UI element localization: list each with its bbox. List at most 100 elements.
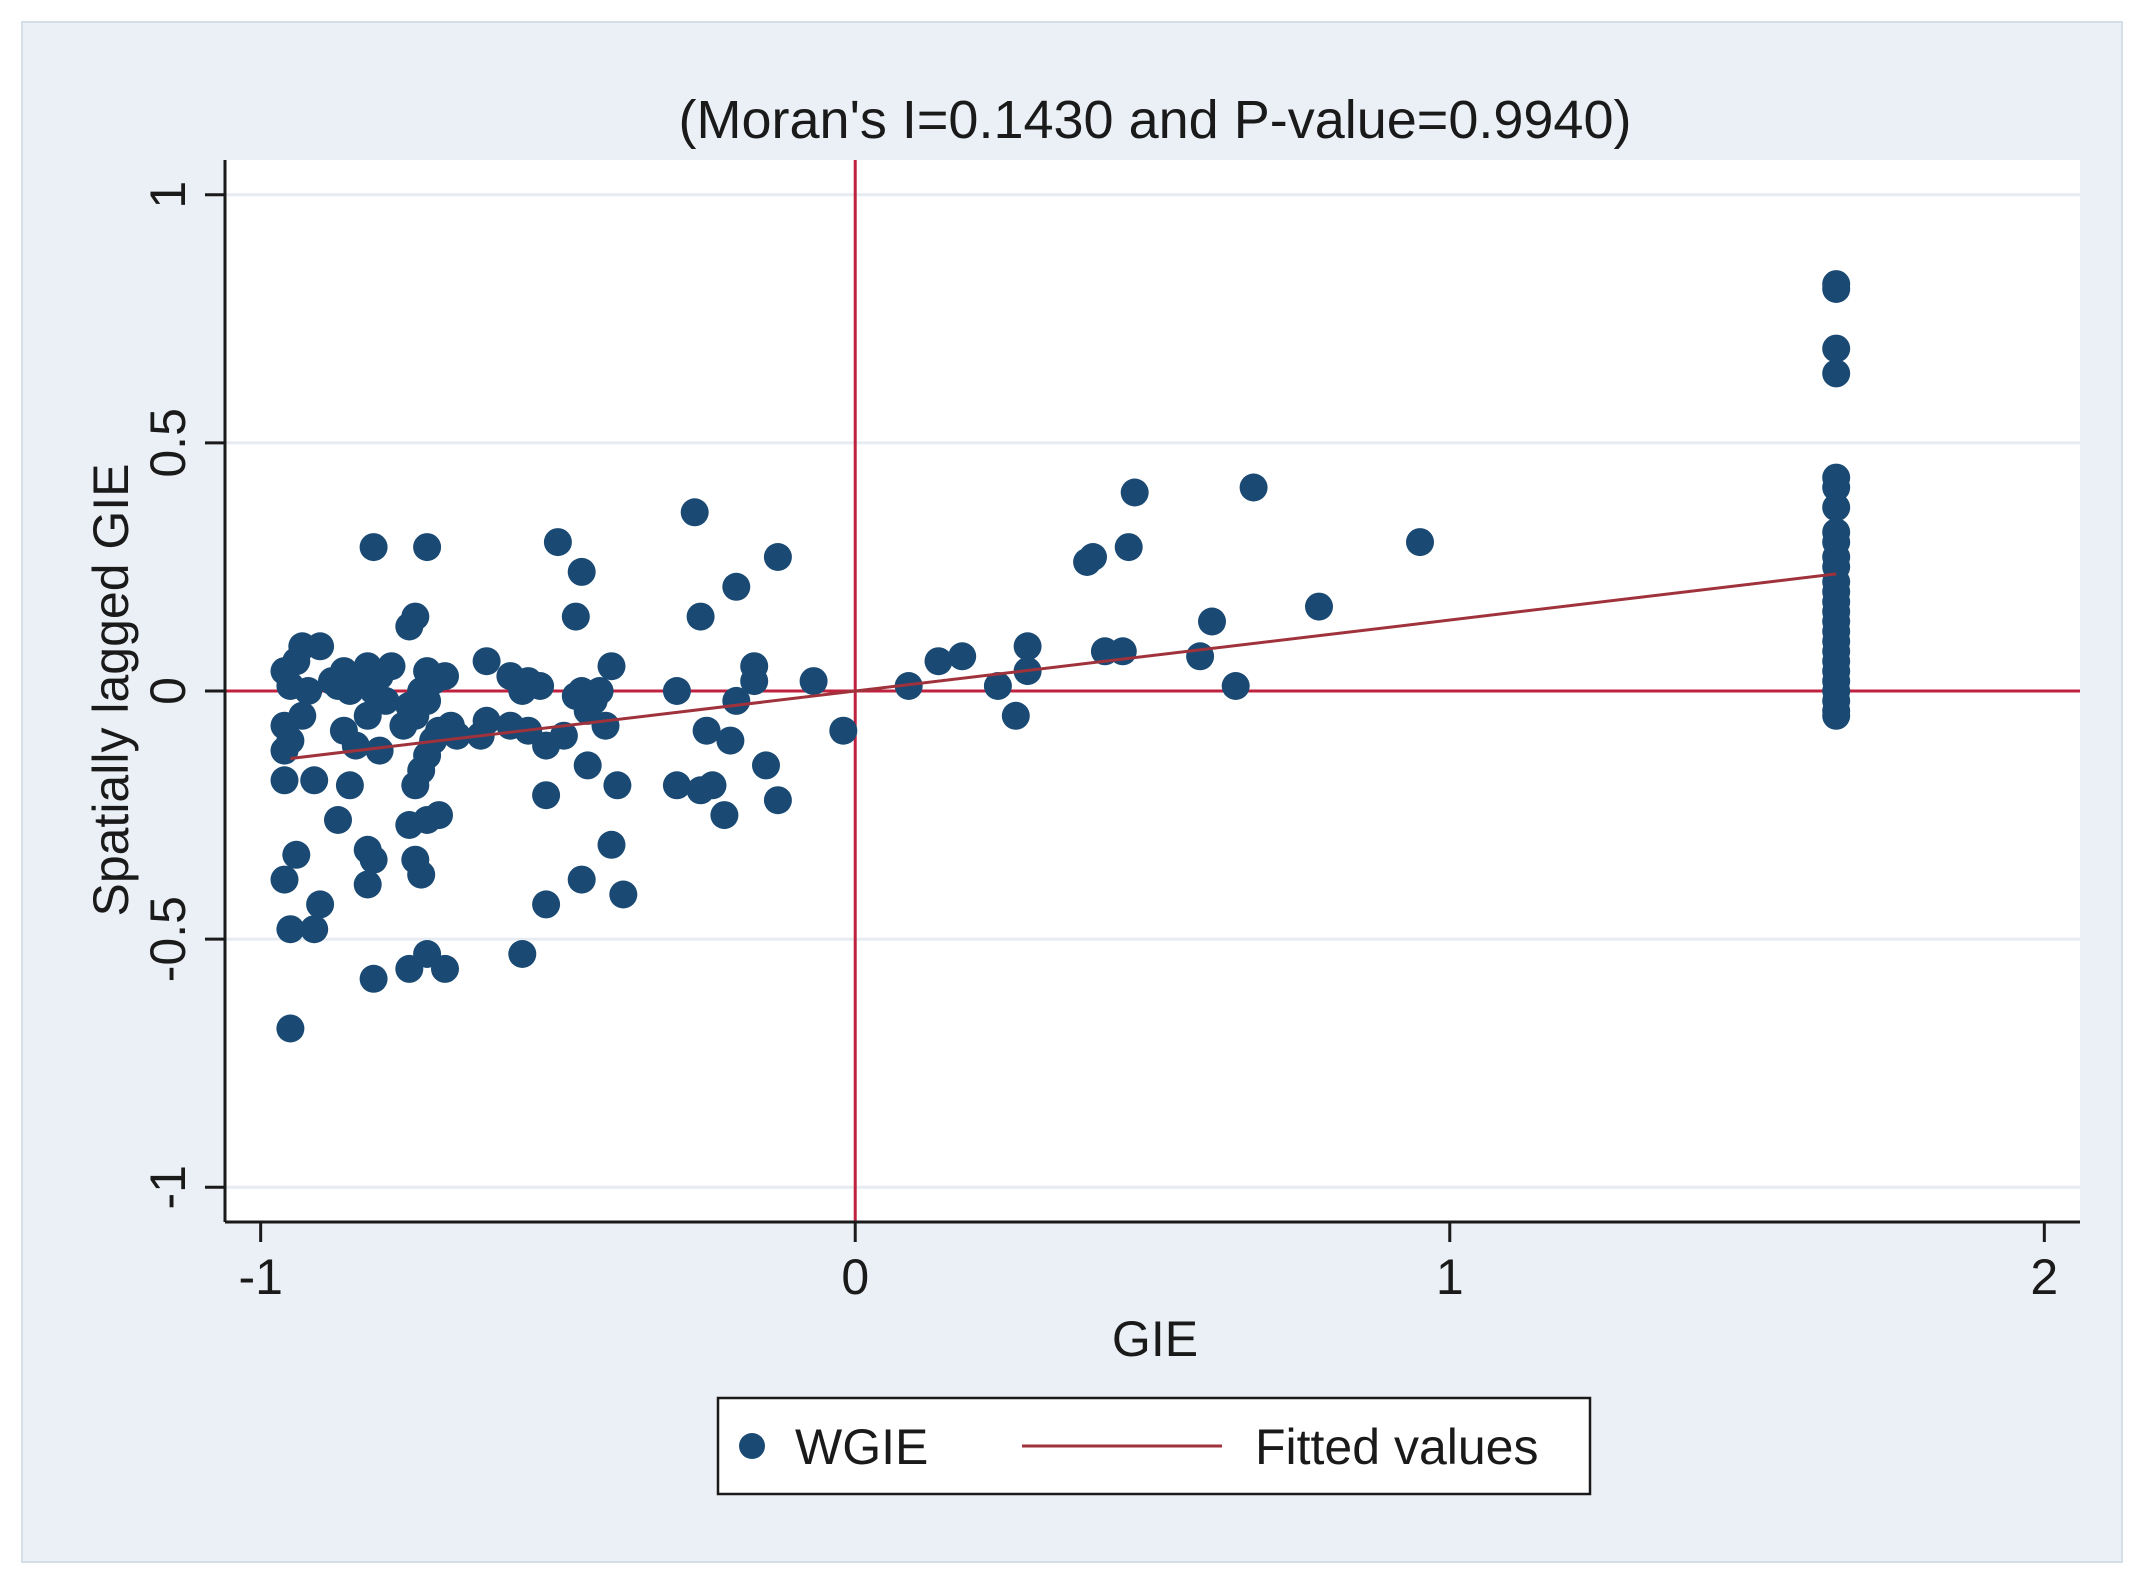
data-point [288,701,317,730]
data-point [276,726,305,755]
data-point [413,533,442,562]
data-point [924,647,953,676]
gridlines [225,193,2080,1189]
data-point [1239,473,1268,502]
data-point [603,771,632,800]
data-point [1406,528,1434,557]
x-tick-label: 2 [2030,1249,2058,1305]
data-point [1001,701,1030,730]
data-point [549,721,578,750]
data-point [294,677,323,705]
data-point [306,890,335,919]
data-point [1822,493,1851,522]
data-point [353,870,382,899]
data-point [722,686,751,715]
data-point [829,716,858,745]
data-point [442,721,471,750]
data-point [1822,473,1851,502]
data-point [353,701,382,730]
data-point [395,691,424,720]
data-point [1198,607,1226,636]
data-point [1079,543,1107,571]
data-point [710,801,739,830]
data-point [1114,533,1143,562]
data-point [401,602,430,631]
data-point [425,801,453,830]
data-point [567,557,596,586]
y-tick-label: 1 [140,181,196,209]
data-point [413,657,442,686]
data-point [561,602,590,631]
data-point [692,716,721,745]
data-point [431,954,459,983]
data-point [276,915,305,944]
data-point [300,766,329,795]
data-point [1822,334,1851,363]
x-tick-label: -1 [238,1249,282,1305]
data-point [1305,592,1333,621]
fitted-line [290,572,1837,760]
axes: -1 0 1 2 -1 -0.5 0 0.5 1 [140,160,2080,1305]
data-point [365,736,394,765]
data-point [282,840,311,869]
legend: WGIE Fitted values [716,1396,1592,1496]
data-point [324,806,352,834]
data-point [532,781,561,810]
data-point [1186,642,1215,671]
data-point [740,652,769,681]
data-point [763,786,792,815]
data-point [597,652,626,681]
data-point [1221,672,1250,700]
data-point [335,771,364,800]
data-point [341,731,370,760]
data-point [532,890,561,919]
data-point [526,672,555,700]
data-point [662,771,691,800]
data-point [359,964,388,993]
data-point [722,572,751,601]
legend-label-wgie: WGIE [795,1419,928,1475]
data-point [377,652,406,681]
data-point [1822,359,1851,388]
data-point [752,751,780,780]
data-point [306,632,335,661]
x-axis-label: GIE [1112,1311,1198,1367]
data-point [1120,478,1149,507]
data-point [716,726,745,755]
data-point [597,830,626,859]
data-point [359,533,388,562]
data-point [799,667,828,696]
data-points [270,270,1851,1043]
data-point [567,865,596,894]
data-point [395,811,424,839]
data-point [270,865,299,894]
y-tick-label: 0.5 [140,408,196,478]
chart-title: (Moran's I=0.1430 and P-value=0.9940) [679,90,1632,150]
data-point [543,528,572,557]
data-point [472,647,501,676]
data-point [276,1014,305,1043]
data-point [698,771,727,800]
data-point [662,677,691,705]
data-point [680,498,709,527]
x-tick-label: 1 [1436,1249,1464,1305]
data-point [948,642,977,671]
legend-marker-wgie [739,1433,765,1459]
data-point [270,766,299,795]
figure-border [21,21,2123,1563]
data-point [579,686,608,715]
data-point [609,880,638,909]
y-tick-label: 0 [140,677,196,705]
data-point [983,672,1012,700]
data-point [300,915,329,944]
data-point [763,543,792,571]
data-point [1013,632,1042,661]
x-tick-label: 0 [841,1249,869,1305]
data-point [508,940,537,968]
data-point [1822,275,1851,303]
data-point [401,845,430,874]
data-point [472,706,501,735]
data-point [591,711,620,740]
y-tick-label: -0.5 [140,896,196,982]
